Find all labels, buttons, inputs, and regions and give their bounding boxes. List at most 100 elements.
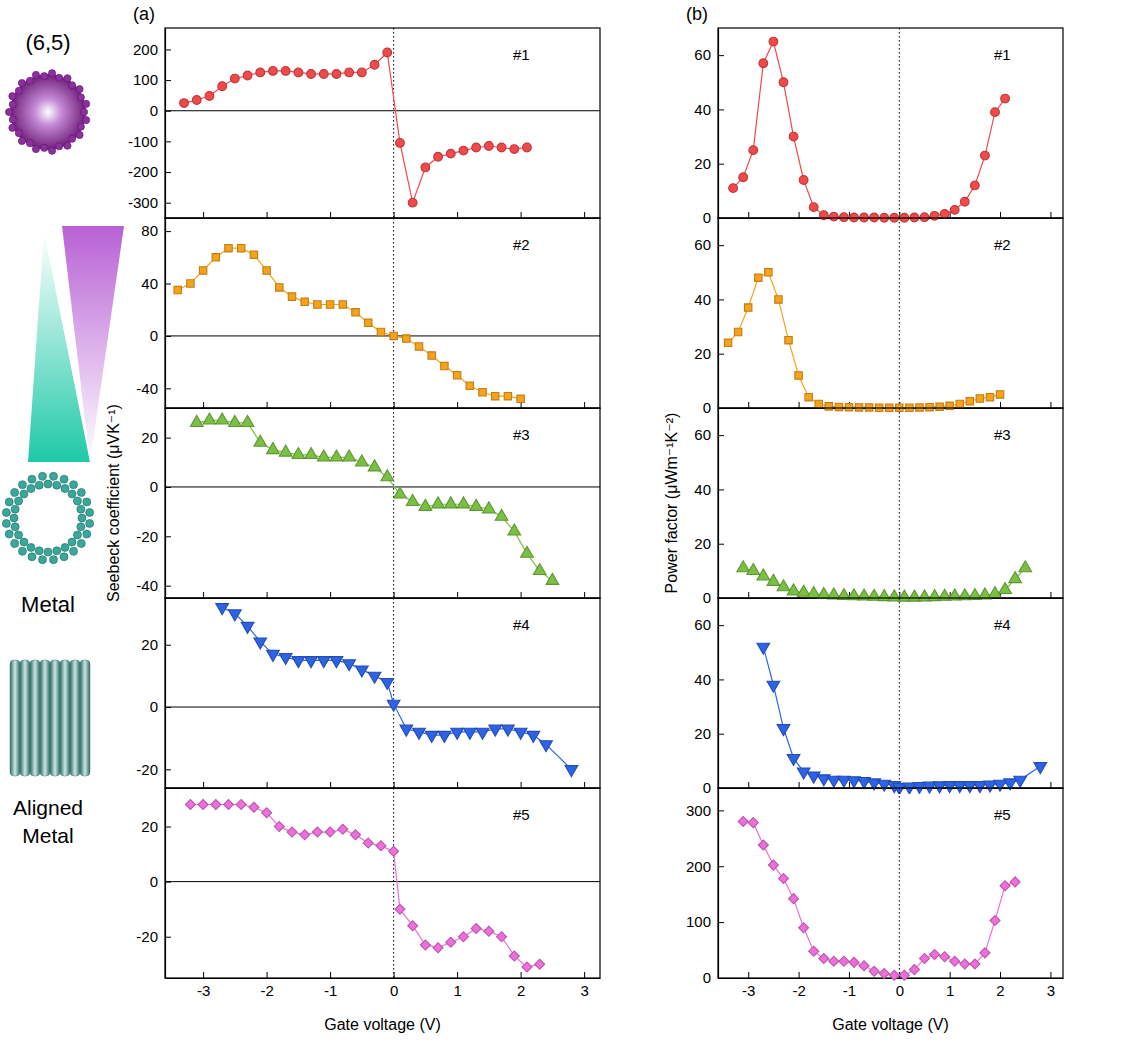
y-tick-mark [165, 80, 171, 81]
marker [383, 48, 392, 57]
marker [400, 725, 413, 736]
marker [413, 728, 426, 739]
marker [390, 332, 397, 339]
y-tick: 20 [141, 429, 171, 446]
panel: -40-20020#3 [136, 408, 600, 599]
marker [565, 766, 578, 777]
marker [228, 415, 241, 426]
panel-letter: (b) [686, 4, 708, 24]
marker [778, 874, 788, 884]
metal-tube-atom [61, 485, 69, 493]
x-tick-mark [584, 212, 585, 218]
x-tick-mark [330, 592, 331, 598]
x-tick [521, 782, 522, 788]
metal-tube-atom [73, 497, 81, 505]
marker [495, 509, 508, 520]
metal-tube-atom [5, 498, 13, 506]
marker [926, 403, 933, 410]
tube-65-atom [9, 116, 16, 123]
y-tick-mark [718, 810, 724, 811]
x-tick-label: 0 [390, 982, 398, 999]
marker [433, 943, 443, 953]
series-line [733, 42, 1005, 218]
y-axis: -4004080 [136, 219, 171, 409]
plot-frame [718, 408, 1063, 598]
y-tick-label: 100 [686, 913, 711, 930]
y-tick-label: 20 [694, 725, 711, 742]
marker [940, 210, 949, 219]
marker [339, 301, 346, 308]
x-tick-mark [267, 782, 268, 788]
marker [363, 838, 373, 848]
y-tick: -200 [128, 163, 171, 180]
x-tick [1000, 402, 1001, 408]
y-tick-mark [718, 164, 724, 165]
data-group [216, 604, 578, 777]
metal-tube-atom [61, 543, 69, 551]
x-tick [330, 782, 331, 788]
x-tick-mark [1000, 212, 1001, 218]
marker [807, 587, 820, 598]
tube-65-atom [26, 140, 33, 147]
marker [438, 731, 451, 742]
marker [484, 142, 493, 151]
y-tick: -40 [136, 577, 171, 594]
data-group [738, 817, 1020, 981]
panel-title: #3 [994, 426, 1011, 443]
marker [185, 800, 195, 810]
plot-frame [165, 598, 600, 788]
marker [396, 139, 405, 148]
marker [765, 269, 772, 276]
aligned-tube [50, 660, 60, 776]
x-tick-mark [748, 972, 749, 978]
marker [799, 176, 808, 185]
marker [930, 211, 939, 220]
x-tick [748, 402, 749, 408]
marker [332, 70, 341, 79]
aligned-tube [10, 660, 20, 776]
x-tick [521, 212, 522, 218]
aligned-tube [80, 660, 90, 776]
marker [425, 731, 438, 742]
x-tick-mark [1050, 212, 1051, 218]
marker [216, 413, 229, 424]
y-tick-mark [718, 625, 724, 626]
metal-tube-atom [15, 531, 23, 539]
zero-dotted-line [393, 28, 394, 218]
marker [909, 965, 919, 975]
y-axis-line [718, 599, 719, 789]
tube-65-atom [41, 144, 48, 151]
y-tick: 40 [694, 481, 724, 498]
x-tick-mark [584, 972, 585, 978]
x-tick: -1 [324, 972, 337, 999]
marker [797, 585, 810, 596]
y-tick-mark [718, 299, 724, 300]
marker [825, 403, 832, 410]
marker [1034, 763, 1047, 774]
marker [199, 267, 206, 274]
y-axis-line [165, 789, 166, 979]
series-line [743, 822, 1015, 976]
x-tick-mark [267, 592, 268, 598]
x-tick [799, 212, 800, 218]
plot-frame [718, 28, 1063, 218]
metal-tube-atom [53, 547, 61, 555]
x-tick [330, 402, 331, 408]
marker [749, 146, 758, 155]
marker [370, 60, 379, 69]
y-axis-line [165, 219, 166, 409]
y-axis-line [165, 599, 166, 789]
marker [192, 96, 201, 105]
marker [984, 781, 997, 792]
marker [980, 948, 990, 958]
x-axis-line [719, 978, 1064, 979]
y-tick-label: -20 [136, 761, 158, 778]
y-tick: -40 [136, 380, 171, 397]
y-axis: 0204060 [694, 409, 724, 607]
x-tick-label: -2 [792, 982, 805, 999]
marker [352, 309, 359, 316]
marker [262, 808, 272, 818]
marker [420, 940, 430, 950]
marker [835, 403, 842, 410]
x-tick-mark [1000, 972, 1001, 978]
